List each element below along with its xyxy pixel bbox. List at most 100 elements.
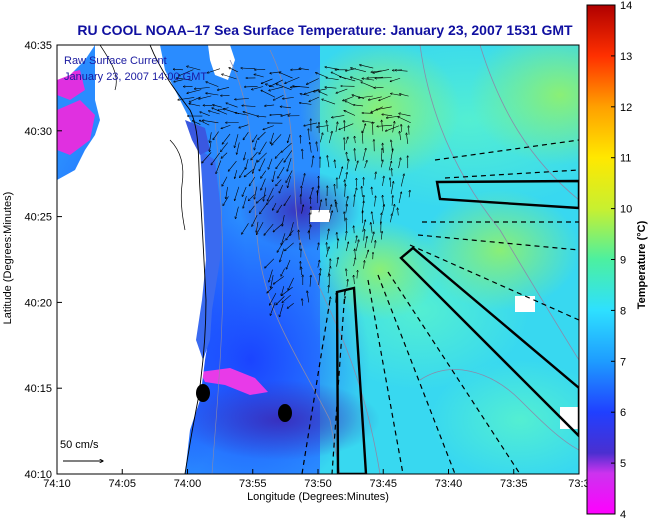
x-tick-label: 73:45	[369, 478, 397, 490]
current-vector	[271, 134, 282, 145]
current-vector	[354, 136, 355, 144]
current-vector	[245, 159, 249, 169]
current-vector	[254, 74, 264, 78]
current-vector	[259, 204, 267, 214]
current-vector	[272, 170, 276, 182]
colorbar-tick-label: 10	[620, 204, 632, 216]
current-vector	[189, 104, 201, 107]
current-vector	[212, 108, 228, 115]
current-vector	[310, 142, 312, 153]
current-vector	[242, 186, 247, 197]
current-vector	[327, 156, 330, 168]
current-vector	[179, 69, 194, 76]
current-vector	[304, 88, 320, 94]
current-vector	[399, 131, 402, 141]
current-vector	[254, 140, 258, 149]
colorbar-tick-label: 6	[620, 407, 626, 419]
current-vector	[235, 113, 249, 116]
current-vector	[221, 142, 228, 152]
current-vector	[398, 117, 411, 124]
y-tick-label: 40:15	[24, 383, 52, 395]
current-vector	[286, 259, 291, 269]
current-vector	[239, 124, 249, 128]
current-vector	[301, 205, 304, 214]
current-vector	[355, 249, 356, 258]
current-vector	[376, 106, 392, 110]
current-vector	[237, 142, 240, 154]
current-vector	[397, 208, 398, 216]
current-vector	[359, 65, 374, 69]
current-vector	[327, 242, 328, 252]
current-vector	[267, 286, 274, 293]
current-vector	[281, 142, 292, 152]
current-vector	[362, 186, 363, 197]
x-tick-label: 73:55	[239, 478, 267, 490]
current-vector	[280, 107, 291, 109]
current-vector	[328, 285, 329, 294]
current-vector	[253, 159, 258, 174]
current-vector	[345, 204, 347, 213]
current-vector	[301, 173, 305, 186]
current-vector	[392, 195, 393, 206]
x-tick-label: 73:40	[435, 478, 463, 490]
current-vector	[244, 152, 246, 160]
current-vector	[354, 195, 355, 207]
x-axis-label: Longitude (Degrees:Minutes)	[247, 491, 389, 503]
map-title: RU COOL NOAA–17 Sea Surface Temperature:…	[77, 22, 573, 38]
current-vector	[200, 112, 210, 116]
current-vector	[328, 211, 332, 223]
current-vector	[271, 275, 274, 288]
current-vector	[364, 260, 365, 269]
current-vector	[336, 88, 348, 93]
current-vector	[347, 279, 348, 287]
current-vector	[392, 204, 394, 214]
current-vector	[241, 223, 249, 234]
current-vector	[381, 148, 382, 161]
colorbar-tick-label: 11	[620, 153, 631, 165]
current-vector	[357, 270, 358, 279]
current-vector	[276, 158, 284, 169]
current-vector	[276, 179, 282, 186]
current-vector	[375, 240, 376, 249]
current-vector	[287, 303, 294, 308]
y-tick-label: 40:25	[24, 212, 52, 224]
current-vector	[222, 133, 231, 144]
current-vector	[251, 86, 264, 90]
current-vector	[267, 187, 274, 201]
current-vector	[286, 230, 294, 240]
current-vector	[364, 160, 367, 169]
current-vector	[382, 205, 384, 214]
current-vector	[408, 126, 409, 135]
current-vector	[308, 129, 309, 141]
current-vector	[174, 79, 183, 82]
current-vector	[286, 170, 293, 183]
current-vector	[259, 141, 267, 155]
current-vector	[388, 161, 391, 171]
current-vector	[173, 69, 183, 70]
current-vector	[346, 242, 348, 252]
current-vector	[252, 134, 258, 142]
current-vector	[354, 226, 355, 234]
current-vector	[241, 68, 256, 69]
colorbar-label: Temperature (°C)	[636, 220, 648, 309]
current-vector	[254, 69, 266, 70]
current-vector	[261, 178, 266, 191]
current-vector	[338, 167, 343, 180]
current-vector	[243, 112, 258, 117]
current-vector	[326, 229, 329, 240]
current-vector	[390, 178, 391, 187]
scale-label: 50 cm/s	[60, 439, 99, 451]
current-vector	[279, 303, 284, 317]
current-vector	[254, 186, 258, 199]
current-vector	[356, 236, 357, 243]
current-vector	[368, 96, 382, 100]
y-tick-label: 40:35	[24, 40, 52, 52]
sst-field	[57, 45, 579, 474]
current-vector	[299, 68, 309, 71]
current-vector	[206, 82, 219, 87]
current-vector	[244, 168, 255, 177]
current-vector	[374, 87, 384, 88]
current-vector	[251, 151, 258, 160]
current-vector	[371, 232, 374, 243]
current-vector	[316, 142, 318, 152]
